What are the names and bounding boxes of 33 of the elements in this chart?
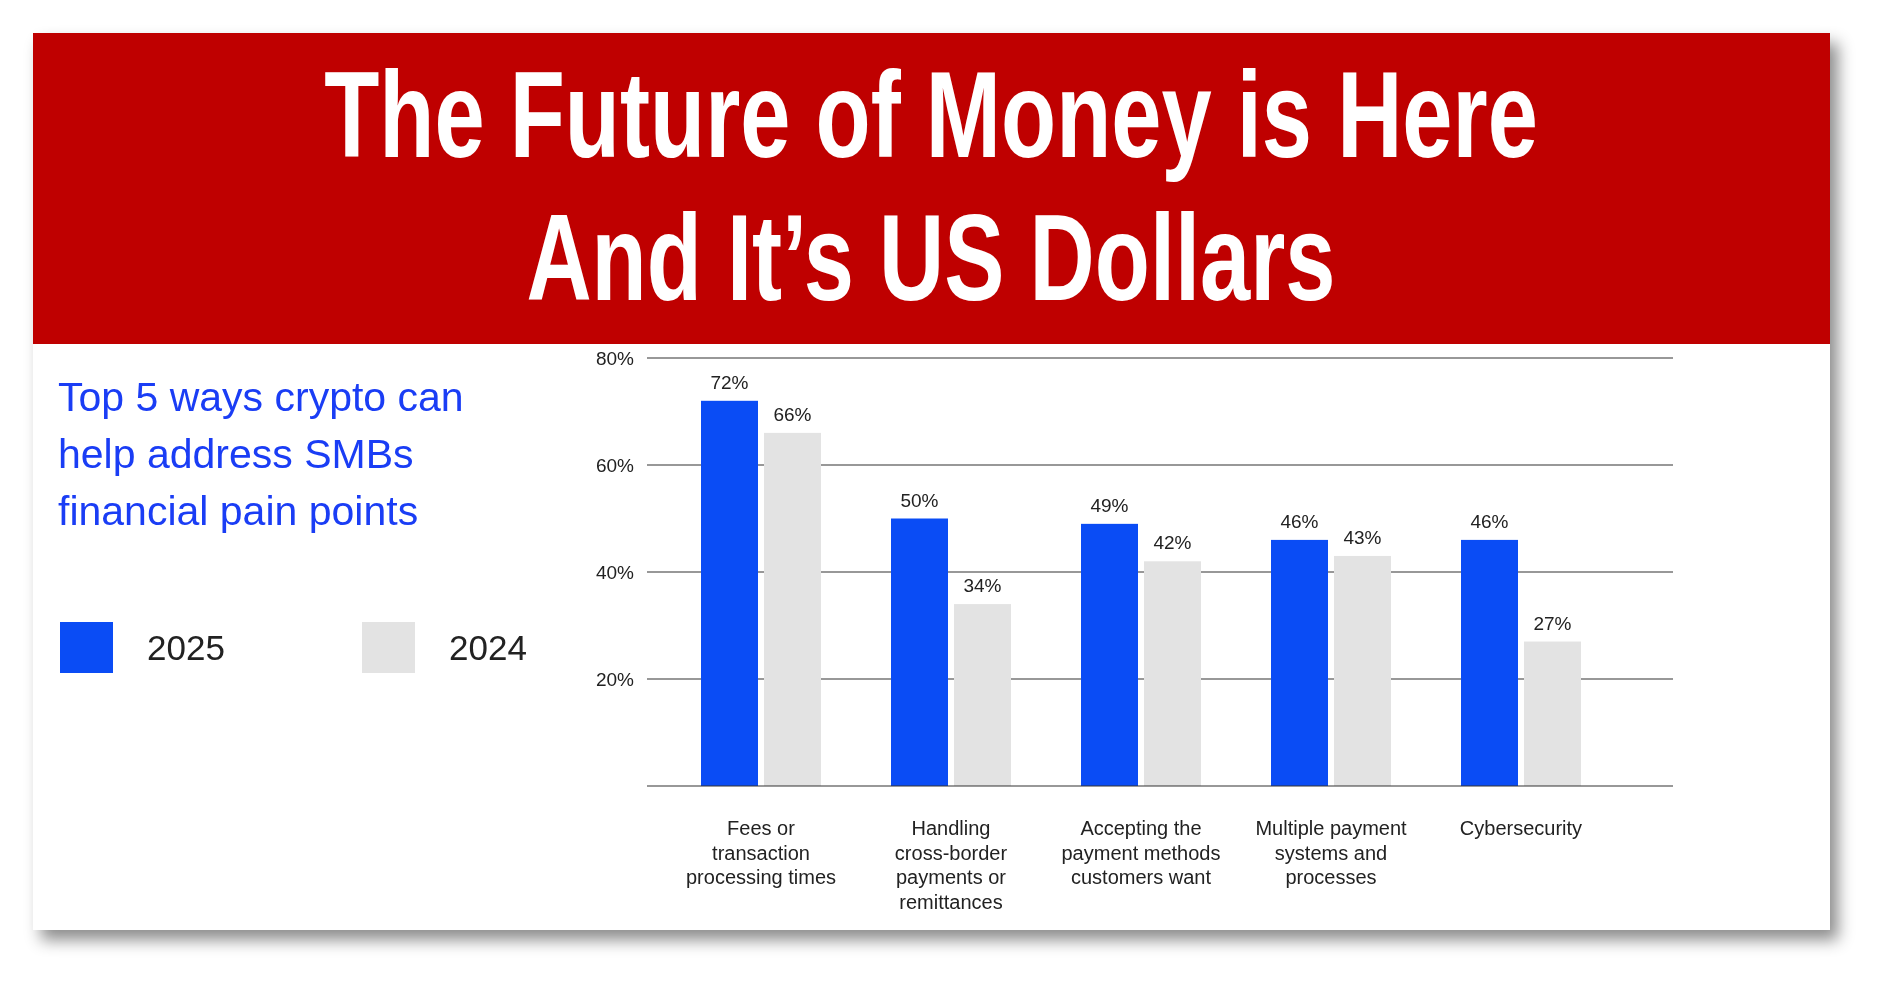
data-label: 27% xyxy=(1533,612,1572,634)
x-tick-label: Accepting the payment methods customers want xyxy=(1061,817,1221,888)
data-label: 66% xyxy=(773,403,812,425)
bar xyxy=(891,518,948,786)
bar xyxy=(1081,523,1138,786)
x-tick-label: Multiple payment systems and processes xyxy=(1255,817,1408,888)
data-label: 46% xyxy=(1470,510,1509,532)
bar xyxy=(1524,641,1581,786)
y-tick-label: 40% xyxy=(595,561,635,583)
x-tick-label: Handling cross-border payments or remittances xyxy=(894,817,1008,913)
data-label: 43% xyxy=(1343,526,1382,548)
y-tick-label: 20% xyxy=(595,668,635,690)
chart-title: The Future of Money is Here And It’s US Dollars xyxy=(324,46,1538,327)
x-tick-label: Cybersecurity xyxy=(1459,817,1583,839)
bar xyxy=(701,400,758,786)
data-label: 42% xyxy=(1153,532,1192,554)
data-label: 34% xyxy=(963,575,1002,597)
legend-label: 2025 xyxy=(147,628,225,667)
legend-label: 2024 xyxy=(449,628,527,667)
bar xyxy=(764,432,821,786)
y-tick-label: 60% xyxy=(595,454,635,476)
text: Top 5 ways crypto can help address SMBs financial pain points xyxy=(58,374,464,534)
bar xyxy=(1144,561,1201,786)
data-label: 72% xyxy=(710,371,749,393)
bar xyxy=(1271,539,1328,786)
bar xyxy=(954,604,1011,786)
x-tick-label: Fees or transaction processing times xyxy=(685,817,837,888)
bar xyxy=(1334,555,1391,786)
y-tick-label: 80% xyxy=(595,347,635,369)
data-label: 49% xyxy=(1090,494,1129,516)
data-label: 50% xyxy=(900,489,939,511)
bar xyxy=(1461,539,1518,786)
data-label: 46% xyxy=(1280,510,1319,532)
